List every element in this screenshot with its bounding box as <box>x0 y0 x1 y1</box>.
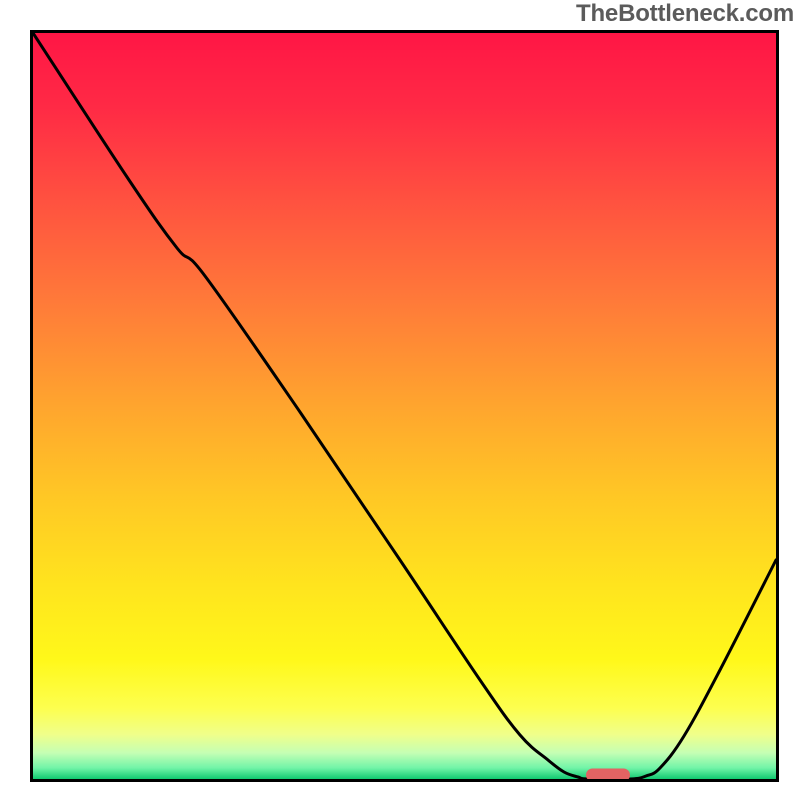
chart-svg <box>0 0 800 800</box>
bottleneck-chart: TheBottleneck.com <box>0 0 800 800</box>
gradient-background <box>33 33 776 779</box>
watermark-text: TheBottleneck.com <box>576 0 794 28</box>
